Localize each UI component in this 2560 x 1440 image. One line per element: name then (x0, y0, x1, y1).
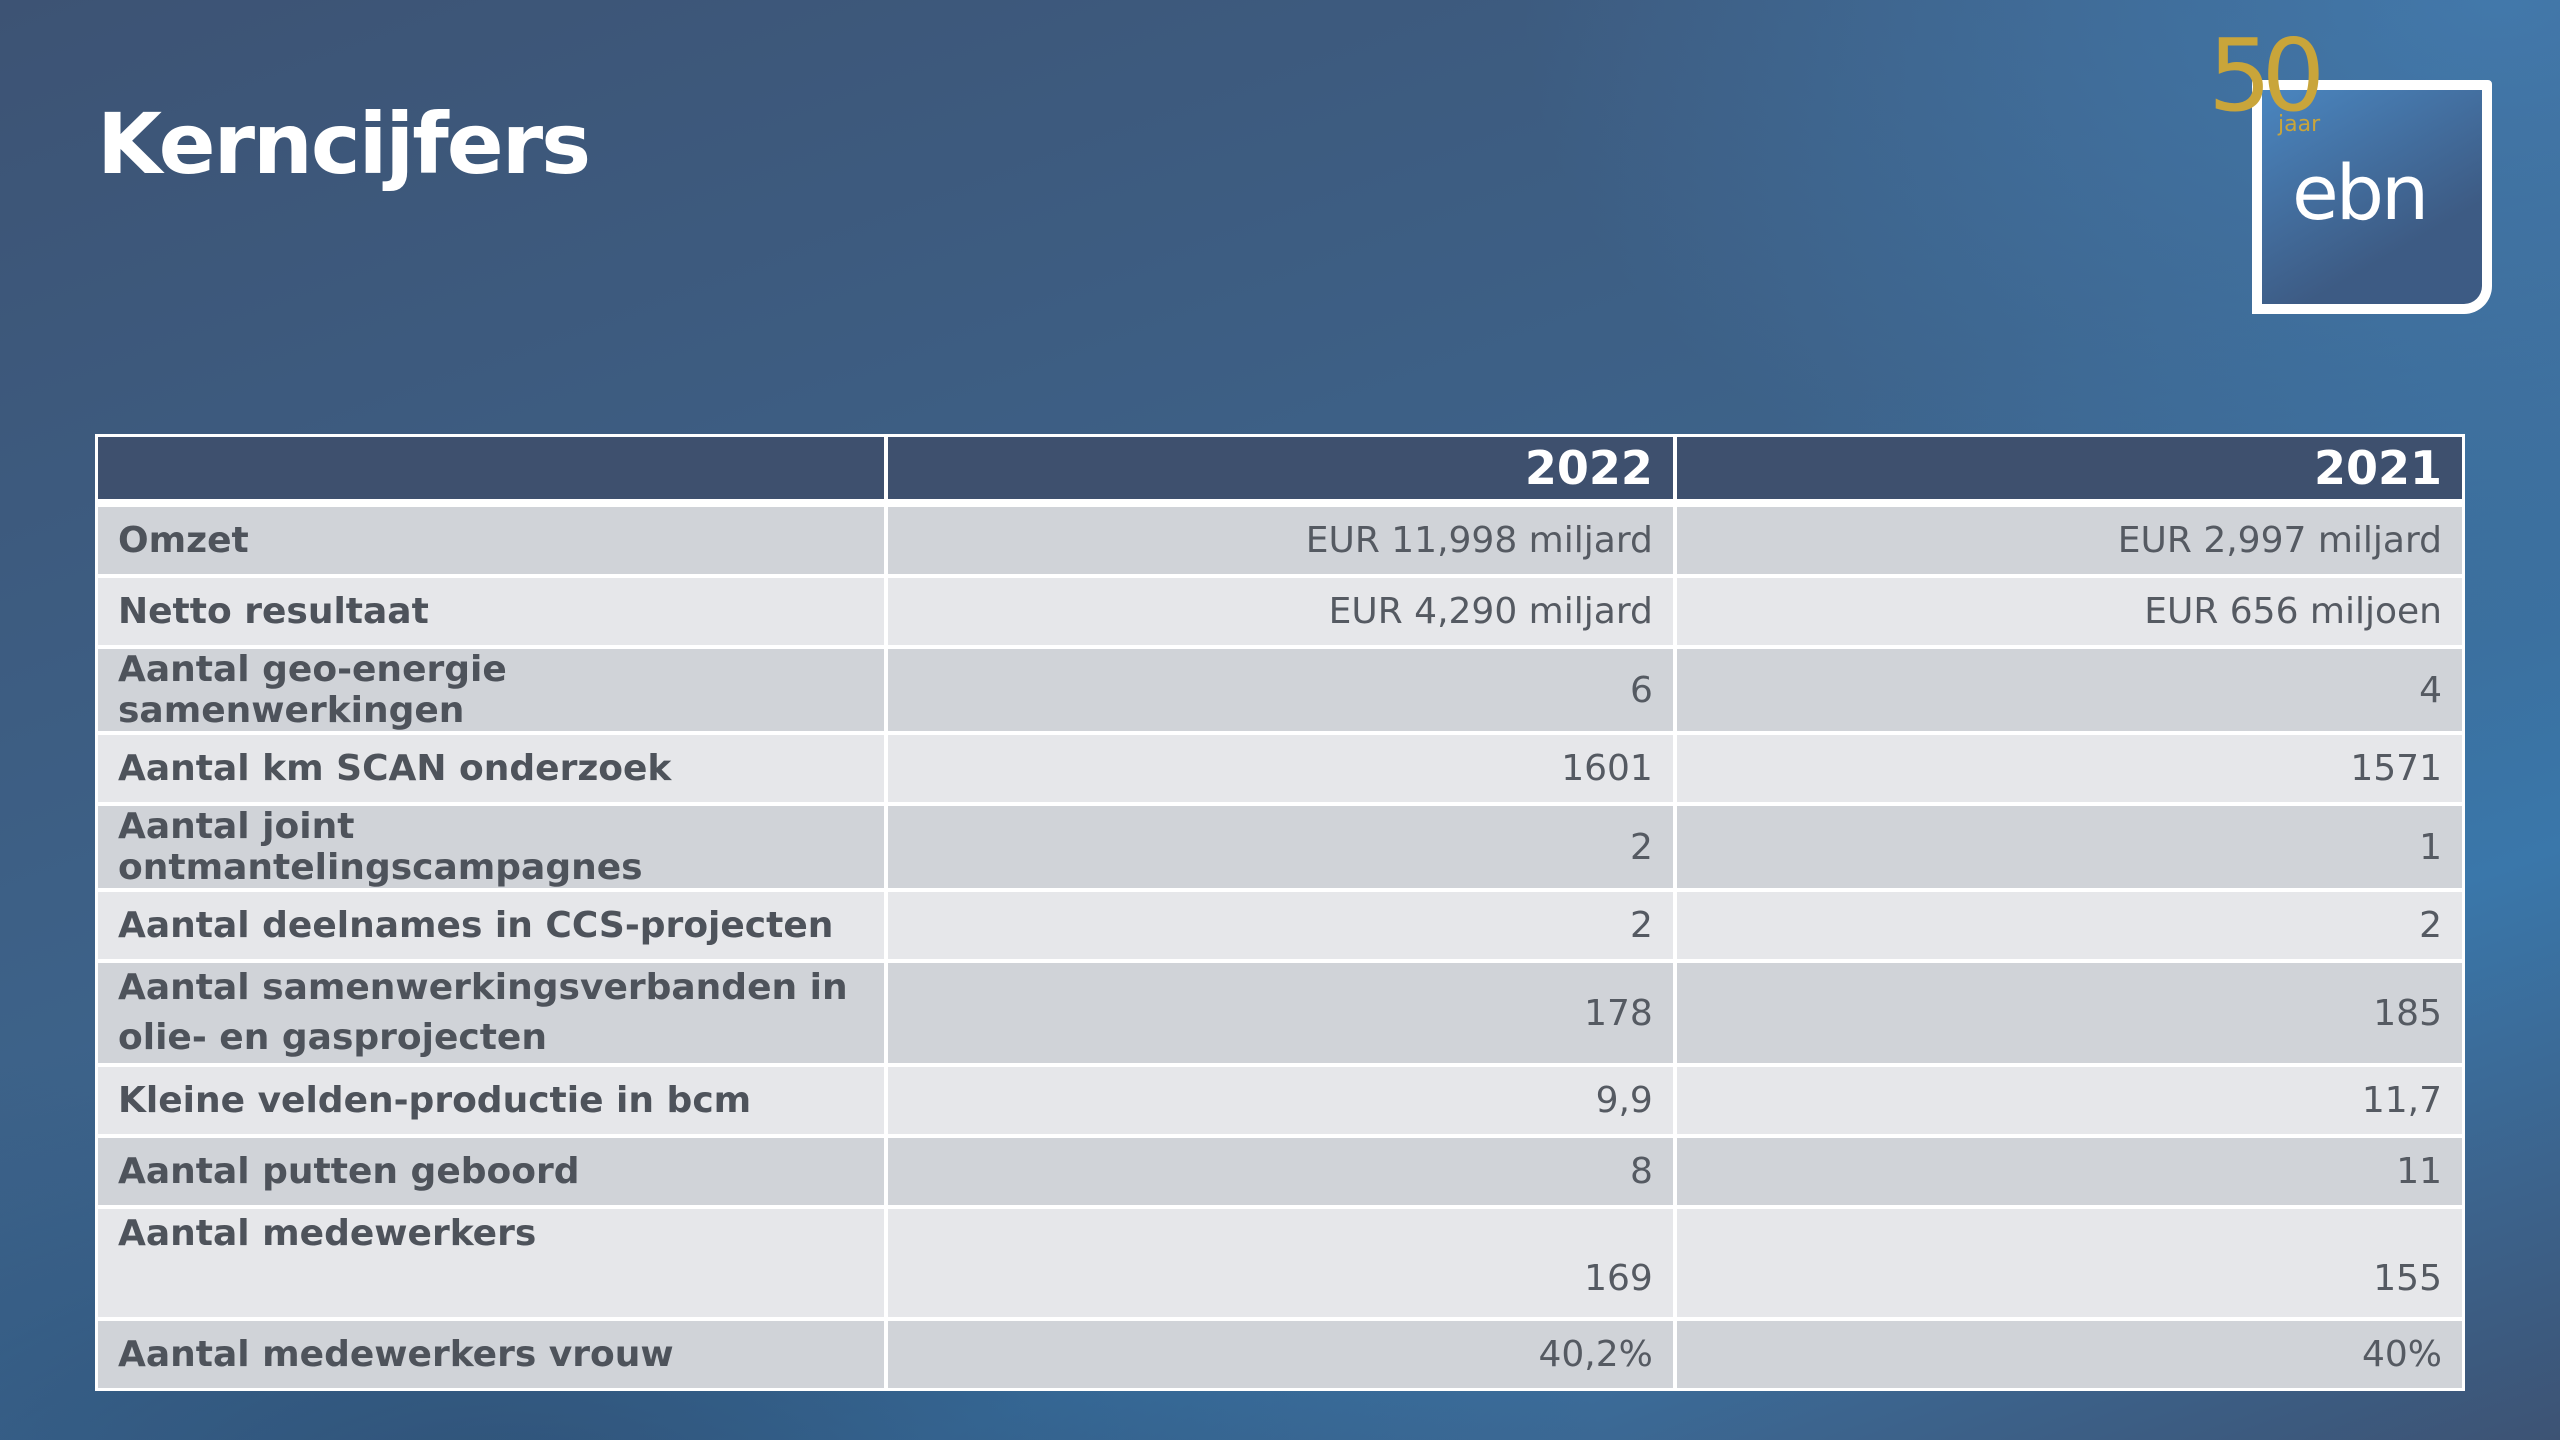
table-header-row: 2022 2021 (98, 437, 2462, 507)
value-2022: EUR 11,998 miljard (887, 507, 1677, 578)
value-2022: 8 (887, 1138, 1677, 1209)
value-2022: 178 (887, 963, 1677, 1067)
table-row: Aantal medewerkers vrouw 40,2% 40% (98, 1321, 2462, 1388)
value-2022: 40,2% (887, 1321, 1677, 1388)
value-2021: 1 (1676, 806, 2462, 892)
row-label: Netto resultaat (98, 578, 888, 649)
header-label-column (98, 437, 888, 507)
table-row: Kleine velden-productie in bcm 9,9 11,7 (98, 1067, 2462, 1138)
table-row: Aantal deelnames in CCS-projecten 2 2 (98, 892, 2462, 963)
row-label: Aantal joint ontmantelingscampagnes (98, 806, 888, 892)
value-2022: 2 (887, 806, 1677, 892)
value-2022: 1601 (887, 735, 1677, 806)
value-2022: EUR 4,290 miljard (887, 578, 1677, 649)
page-title: Kerncijfers (97, 95, 591, 193)
table-row: Aantal joint ontmantelingscampagnes 2 1 (98, 806, 2462, 892)
header-year-2021: 2021 (1676, 437, 2462, 507)
row-label: Aantal medewerkers (98, 1209, 888, 1321)
value-2022: 9,9 (887, 1067, 1677, 1138)
value-2022: 2 (887, 892, 1677, 963)
value-2021: 40% (1676, 1321, 2462, 1388)
row-label: Aantal samenwerkingsverbanden in olie- e… (98, 963, 888, 1067)
table-row: Aantal putten geboord 8 11 (98, 1138, 2462, 1209)
value-2022: 169 (887, 1209, 1677, 1321)
header-year-2022: 2022 (887, 437, 1677, 507)
value-2021: 4 (1676, 649, 2462, 735)
value-2021: 185 (1676, 963, 2462, 1067)
row-label: Kleine velden-productie in bcm (98, 1067, 888, 1138)
row-label: Aantal putten geboord (98, 1138, 888, 1209)
logo-anniversary-number: 50 (2208, 17, 2325, 134)
logo-frame (2252, 80, 2492, 314)
logo-brand-text: ebn (2292, 148, 2429, 237)
table-row: Netto resultaat EUR 4,290 miljard EUR 65… (98, 578, 2462, 649)
table-row: Aantal medewerkers 169 155 (98, 1209, 2462, 1321)
row-label: Aantal deelnames in CCS-projecten (98, 892, 888, 963)
value-2021: 1571 (1676, 735, 2462, 806)
value-2021: 11,7 (1676, 1067, 2462, 1138)
table-row: Aantal km SCAN onderzoek 1601 1571 (98, 735, 2462, 806)
row-label: Aantal medewerkers vrouw (98, 1321, 888, 1388)
table-row: Aantal samenwerkingsverbanden in olie- e… (98, 963, 2462, 1067)
table-row: Omzet EUR 11,998 miljard EUR 2,997 milja… (98, 507, 2462, 578)
table-row: Aantal geo-energie samenwerkingen 6 4 (98, 649, 2462, 735)
logo-anniversary-word: jaar (2278, 112, 2321, 137)
value-2021: EUR 2,997 miljard (1676, 507, 2462, 578)
ebn-50-jaar-logo: ebn 50 jaar (2208, 26, 2492, 314)
value-2021: 155 (1676, 1209, 2462, 1321)
value-2021: 11 (1676, 1138, 2462, 1209)
row-label: Aantal geo-energie samenwerkingen (98, 649, 888, 735)
value-2021: 2 (1676, 892, 2462, 963)
key-figures-table: 2022 2021 Omzet EUR 11,998 miljard EUR 2… (95, 434, 2465, 1391)
value-2022: 6 (887, 649, 1677, 735)
row-label: Omzet (98, 507, 888, 578)
value-2021: EUR 656 miljoen (1676, 578, 2462, 649)
row-label: Aantal km SCAN onderzoek (98, 735, 888, 806)
